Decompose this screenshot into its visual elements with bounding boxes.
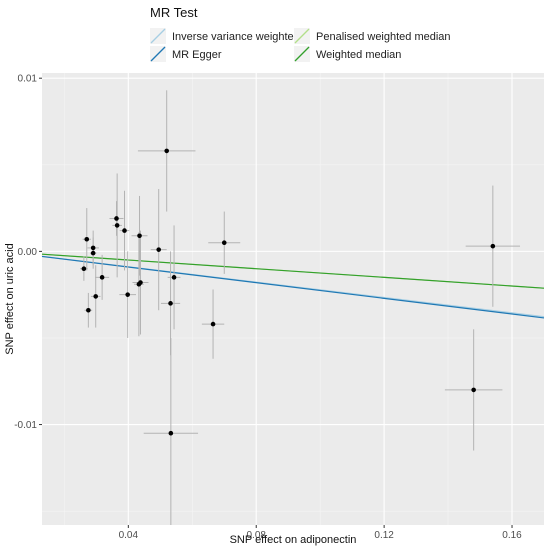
x-axis-label: SNP effect on adiponectin <box>230 534 357 546</box>
data-point-22 <box>490 243 496 249</box>
legend-label-inverse-variance-weighted: Inverse variance weighted <box>172 31 300 43</box>
legend-key-inverse-variance-weighted <box>150 28 166 44</box>
grid-major <box>42 73 544 525</box>
points <box>81 148 496 436</box>
y-axis-ticks: -0.01 0.00 0.01 <box>14 74 42 431</box>
data-point-20 <box>221 240 227 246</box>
data-point-19 <box>210 321 216 327</box>
y-tick-label-1: 0.00 <box>18 247 38 258</box>
data-point-10 <box>125 292 130 297</box>
data-point-8 <box>114 223 120 228</box>
y-axis-label: SNP effect on uric acid <box>4 243 16 355</box>
data-point-21 <box>471 387 476 393</box>
legend-label-weighted-median: Weighted median <box>316 49 401 61</box>
data-point-2 <box>86 307 91 313</box>
data-point-17 <box>171 275 177 280</box>
data-point-9 <box>122 228 127 233</box>
legend-key-mr-egger <box>150 46 166 62</box>
legend-key-weighted-median <box>294 46 310 62</box>
data-point-15 <box>164 148 170 154</box>
x-tick-label-3: 0.16 <box>502 530 522 541</box>
legend: MR Test Inverse variance weighted MR Egge… <box>150 5 451 62</box>
data-point-4 <box>90 250 96 256</box>
data-point-14 <box>156 247 162 252</box>
data-point-1 <box>84 236 90 242</box>
legend-title: MR Test <box>150 5 198 20</box>
fit-line-weighted-median <box>41 253 545 289</box>
legend-key-penalised-weighted-median <box>294 28 310 44</box>
data-point-7 <box>114 216 119 221</box>
plot-panel <box>42 73 544 525</box>
y-tick-label-2: 0.01 <box>18 74 38 85</box>
data-point-18 <box>168 430 174 436</box>
legend-label-penalised-weighted-median: Penalised weighted median <box>316 31 451 43</box>
fit-line-mr-egger <box>41 255 545 319</box>
data-point-16 <box>168 301 173 306</box>
grid-minor <box>42 73 544 525</box>
data-point-3 <box>90 245 96 251</box>
x-axis-ticks: 0.04 0.08 0.12 0.16 <box>119 525 522 541</box>
data-point-0 <box>81 266 87 271</box>
x-tick-label-0: 0.04 <box>119 530 139 541</box>
y-tick-label-0: -0.01 <box>14 420 37 431</box>
x-tick-label-1: 0.08 <box>246 530 266 541</box>
data-point-11 <box>137 233 142 239</box>
legend-label-mr-egger: MR Egger <box>172 49 222 61</box>
fit-lines <box>41 253 545 319</box>
x-tick-label-2: 0.12 <box>374 530 394 541</box>
data-point-5 <box>93 294 99 299</box>
data-point-13 <box>138 280 143 285</box>
data-point-6 <box>99 275 105 280</box>
